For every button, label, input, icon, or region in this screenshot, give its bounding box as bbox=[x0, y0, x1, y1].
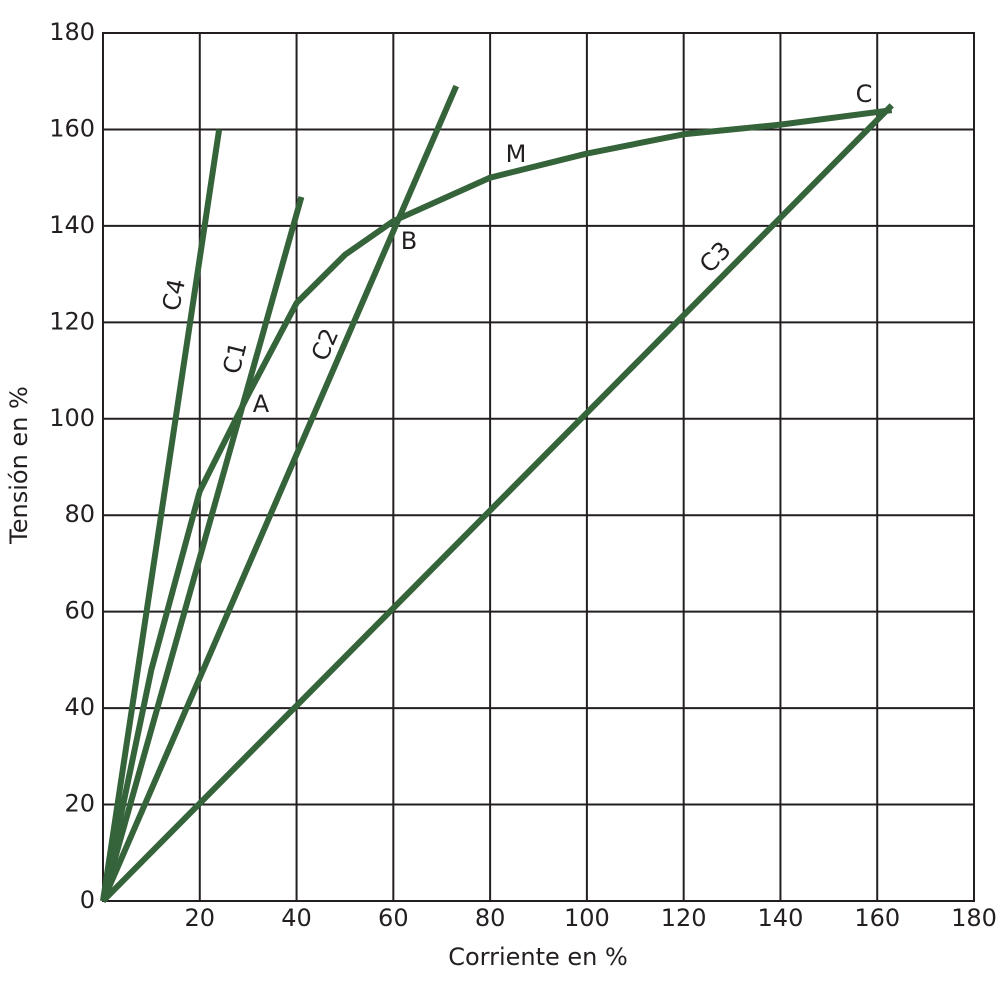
x-tick-label: 80 bbox=[475, 904, 506, 932]
x-axis-label: Corriente en % bbox=[448, 943, 628, 971]
series-line bbox=[100, 196, 305, 902]
y-tick-label: 160 bbox=[49, 114, 95, 142]
series-label: C4 bbox=[157, 276, 191, 313]
y-tick-label: 180 bbox=[49, 18, 95, 46]
y-tick-label: 80 bbox=[64, 500, 95, 528]
y-tick-label: 40 bbox=[64, 693, 95, 721]
series-line bbox=[100, 128, 223, 902]
annotation: C bbox=[856, 80, 873, 108]
x-tick-label: 100 bbox=[564, 904, 610, 932]
y-tick-label: 60 bbox=[64, 597, 95, 625]
series-line bbox=[100, 107, 893, 902]
y-tick-label: 120 bbox=[49, 307, 95, 335]
series-label: C1 bbox=[218, 339, 253, 377]
y-tick-label: 100 bbox=[49, 404, 95, 432]
x-tick-label: 140 bbox=[758, 904, 804, 932]
x-tick-label: 40 bbox=[281, 904, 312, 932]
x-tick-label: 160 bbox=[854, 904, 900, 932]
y-tick-label: 0 bbox=[80, 886, 95, 914]
y-axis-label: Tensión en % bbox=[5, 386, 33, 545]
series-label: M bbox=[506, 140, 527, 168]
x-tick-label: 180 bbox=[951, 904, 997, 932]
series-line bbox=[100, 103, 894, 904]
y-tick-label: 20 bbox=[64, 790, 95, 818]
x-tick-label: 60 bbox=[378, 904, 409, 932]
x-tick-label: 120 bbox=[661, 904, 707, 932]
x-tick-label: 20 bbox=[185, 904, 216, 932]
annotation: A bbox=[253, 390, 270, 418]
series-line bbox=[100, 84, 459, 903]
y-tick-label: 140 bbox=[49, 211, 95, 239]
annotation: B bbox=[401, 227, 417, 255]
